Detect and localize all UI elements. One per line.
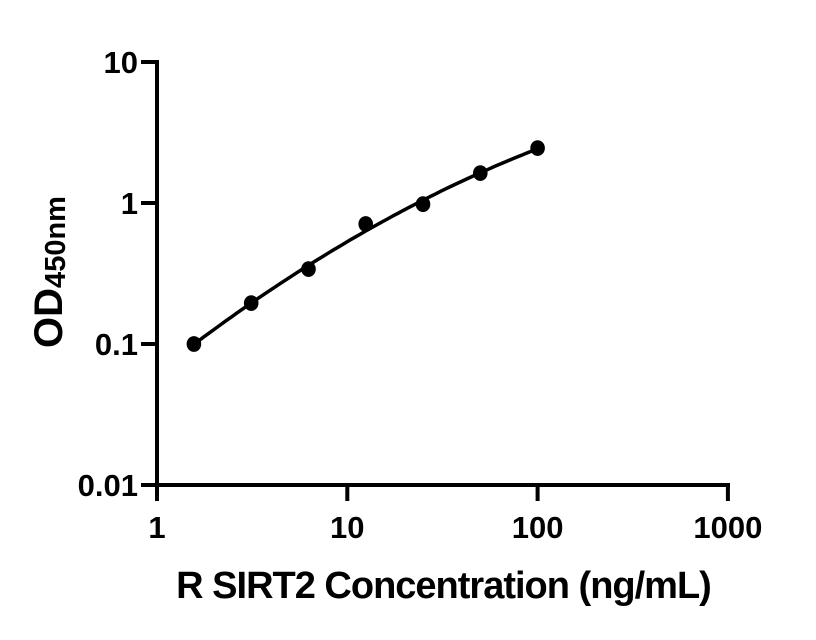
y-tick-label: 1	[121, 186, 138, 221]
x-axis-title: R SIRT2 Concentration (ng/mL)	[176, 565, 711, 607]
data-point	[301, 261, 316, 277]
data-point	[415, 196, 431, 213]
x-tick-label: 10	[330, 510, 364, 545]
data-point	[358, 216, 374, 232]
data-point	[473, 165, 488, 182]
y-axis-title-main: OD	[27, 288, 71, 348]
data-point	[186, 336, 202, 352]
y-axis-title-subscript: 450nm	[40, 196, 72, 288]
fit-curve	[192, 147, 539, 346]
y-tick-label: 0.1	[95, 327, 138, 362]
x-tick-label: 1	[148, 510, 165, 545]
y-tick-label: 10	[104, 45, 138, 80]
x-tick-label: 1000	[693, 510, 762, 545]
y-tick-label: 0.01	[78, 468, 138, 503]
y-axis-title: OD450nm	[27, 196, 72, 348]
x-tick-label: 100	[512, 510, 564, 545]
data-point	[243, 295, 259, 311]
data-point	[530, 140, 545, 157]
